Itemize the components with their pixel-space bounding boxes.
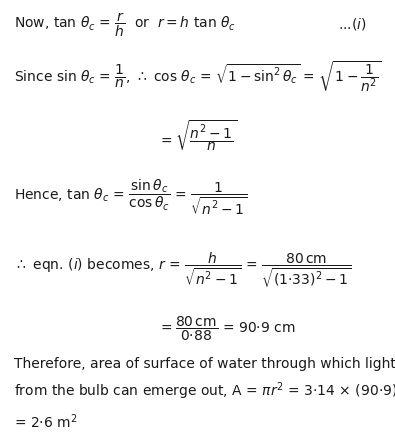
Text: $= \dfrac{80\,\mathrm{cm}}{0{\cdot}88}$ = 90$\cdot$9 cm: $= \dfrac{80\,\mathrm{cm}}{0{\cdot}88}$ … bbox=[158, 314, 295, 343]
Text: Hence, tan $\theta_c$ = $\dfrac{\sin\theta_c}{\cos\theta_c}$ = $\dfrac{1}{\sqrt{: Hence, tan $\theta_c$ = $\dfrac{\sin\the… bbox=[14, 177, 247, 216]
Text: Since sin $\theta_c$ = $\dfrac{1}{n}$, $\therefore$ cos $\theta_c$ = $\sqrt{1 - : Since sin $\theta_c$ = $\dfrac{1}{n}$, $… bbox=[14, 59, 382, 94]
Text: Now, tan $\theta_c$ = $\dfrac{r}{h}$  or  $r = h$ tan $\theta_c$: Now, tan $\theta_c$ = $\dfrac{r}{h}$ or … bbox=[14, 10, 236, 39]
Text: $\therefore$ eqn. ($i$) becomes, $r$ = $\dfrac{h}{\sqrt{n^2 - 1}}$ = $\dfrac{80\: $\therefore$ eqn. ($i$) becomes, $r$ = $… bbox=[14, 251, 351, 290]
Text: Therefore, area of surface of water through which light
from the bulb can emerge: Therefore, area of surface of water thro… bbox=[14, 356, 395, 431]
Text: ...($i$): ...($i$) bbox=[338, 16, 367, 32]
Text: $= \sqrt{\dfrac{n^2 - 1}{n}}$: $= \sqrt{\dfrac{n^2 - 1}{n}}$ bbox=[158, 118, 237, 153]
